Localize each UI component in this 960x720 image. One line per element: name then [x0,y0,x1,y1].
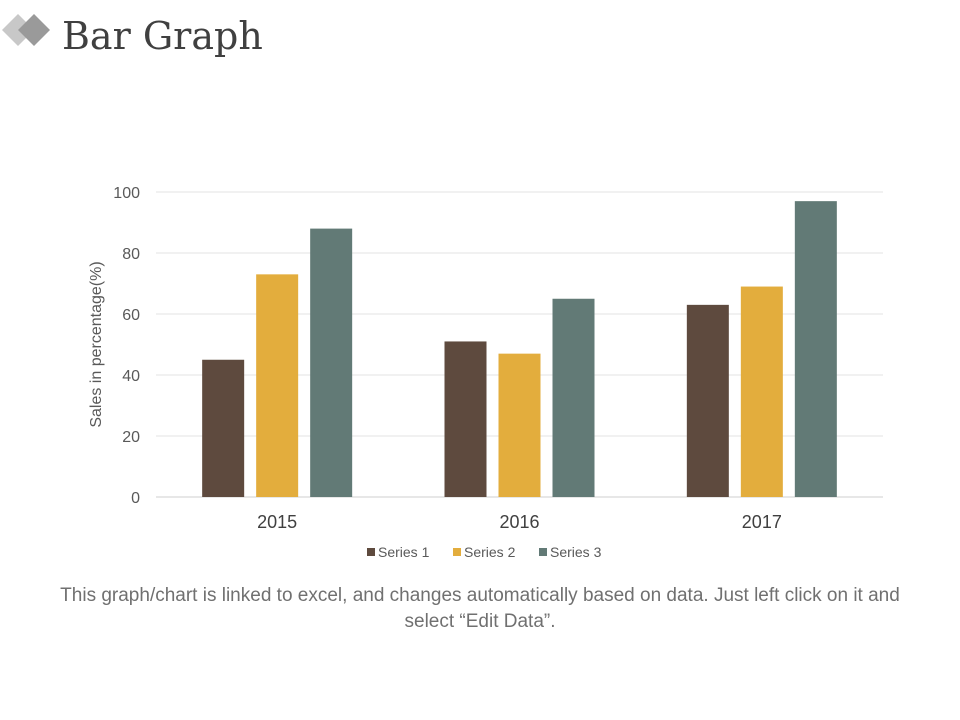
legend-swatch [367,548,375,556]
x-tick-label: 2015 [257,512,297,532]
legend-swatch [453,548,461,556]
y-tick-label: 20 [122,429,140,446]
page-title: Bar Graph [62,14,263,58]
legend-label: Series 3 [550,544,602,560]
chart-caption: This graph/chart is linked to excel, and… [60,585,900,632]
bar [444,341,487,497]
bar [794,201,837,497]
y-tick-label: 40 [122,368,140,385]
y-tick-label: 100 [113,185,140,202]
bar [498,353,541,497]
bar [256,274,299,497]
legend-swatch [539,548,547,556]
bar [686,304,729,497]
bar [310,228,353,497]
y-tick-label: 0 [131,490,140,507]
y-tick-label: 60 [122,307,140,324]
legend-label: Series 2 [464,544,516,560]
diamond-logo-icon [2,14,50,46]
bar [202,359,245,497]
bar [740,286,783,497]
legend-label: Series 1 [378,544,430,560]
x-tick-label: 2016 [499,512,539,532]
x-tick-label: 2017 [742,512,782,532]
bar [552,298,595,497]
y-axis-label: Sales in percentage(%) [88,261,105,427]
y-tick-label: 80 [122,246,140,263]
